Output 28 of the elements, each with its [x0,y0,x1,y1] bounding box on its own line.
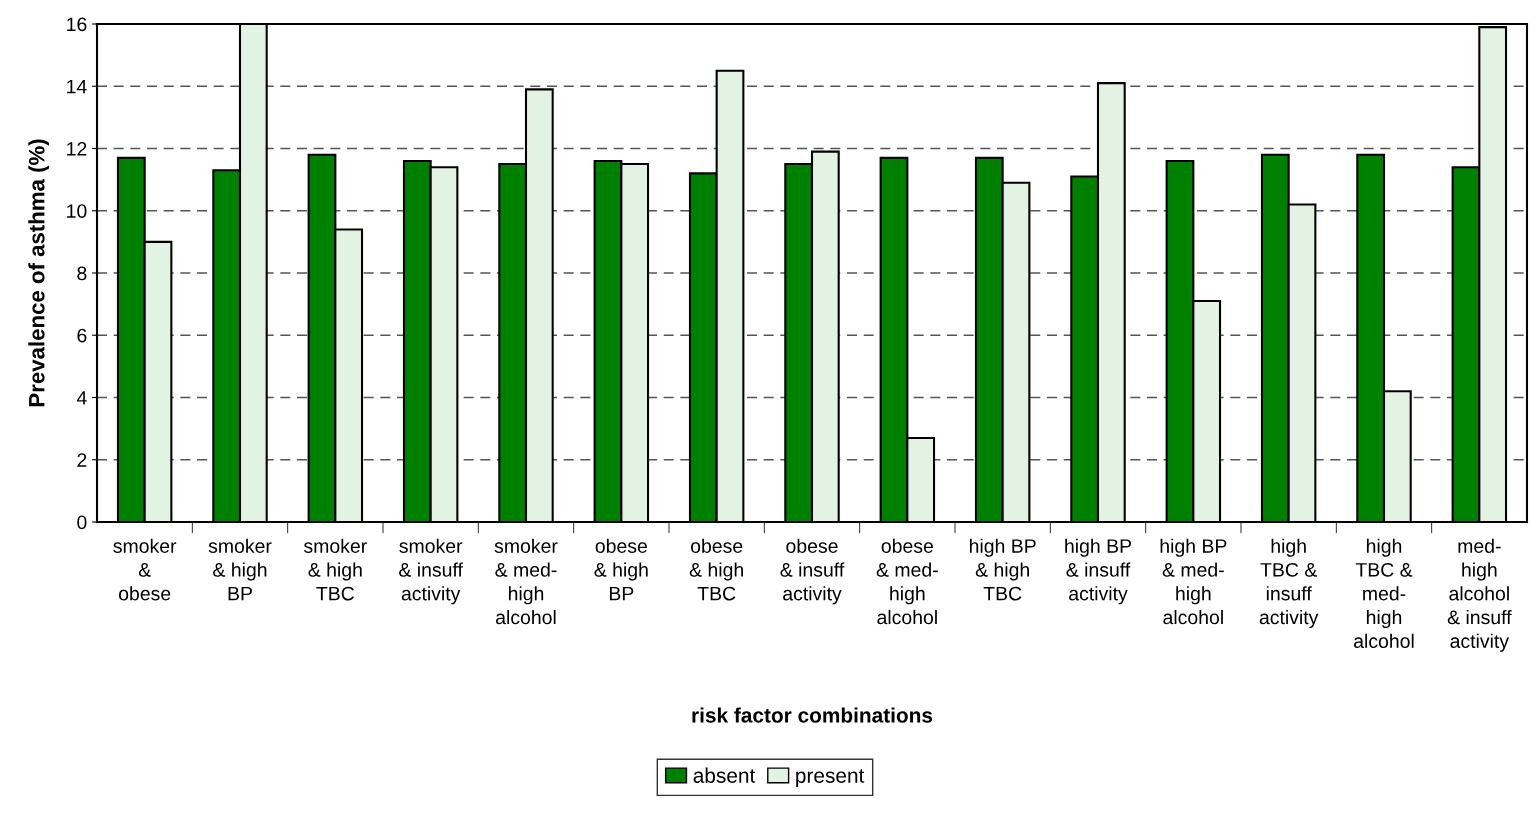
y-tick-label: 0 [77,515,87,530]
x-tick-label: high BP & high TBC [969,538,1036,601]
x-axis-title: risk factor combinations [692,707,933,723]
y-tick-label: 14 [67,79,87,94]
y-axis-title: Prevalence of asthma (%) [28,139,49,407]
y-tick-label: 6 [77,328,87,343]
x-tick-label: high TBC & med- high alcohol [1354,538,1414,648]
x-tick-label: obese & high BP [594,538,648,601]
x-tick-label: smoker & med- high alcohol [494,538,558,625]
x-tick-label: med- high alcohol & insuff activity [1447,538,1512,652]
x-tick-label: obese & insuff activity [780,538,845,605]
legend-label: present [796,769,865,788]
y-tick-label: 8 [77,266,87,281]
x-tick-label: smoker & high TBC [304,538,367,601]
x-tick-label: smoker & high BP [208,538,272,601]
x-tick-label: smoker & insuff activity [399,538,463,605]
y-tick-label: 12 [67,141,87,156]
x-tick-label: high BP & insuff activity [1065,538,1132,605]
x-tick-label: obese & high TBC [689,538,743,601]
x-tick-label: smoker & obese [113,538,177,601]
y-tick-label: 16 [67,17,87,32]
x-tick-label: high BP & med- high alcohol [1160,538,1227,625]
x-tick-label: high TBC & insuff activity [1259,538,1319,629]
y-tick-label: 10 [67,204,87,218]
legend-label: absent [693,767,756,783]
y-tick-label: 2 [77,453,87,467]
x-tick-label: obese & med- high alcohol [876,538,938,625]
y-tick-label: 4 [76,391,87,405]
